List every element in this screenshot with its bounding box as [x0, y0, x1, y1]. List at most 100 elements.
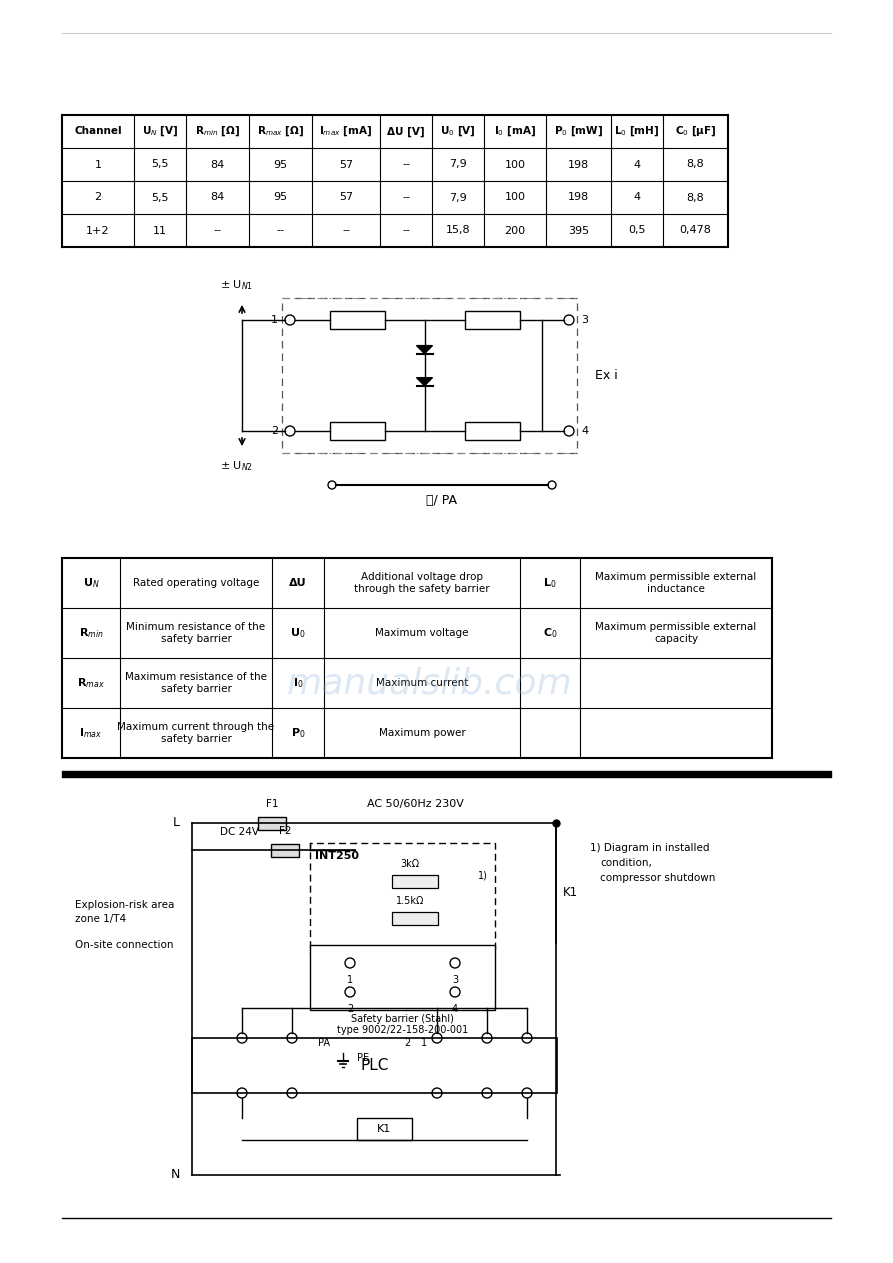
Bar	[464, 311, 520, 328]
Text: 4: 4	[452, 1004, 458, 1014]
Text: C$_0$: C$_0$	[543, 626, 557, 640]
Text: 5,5: 5,5	[151, 192, 169, 202]
Text: ΔU: ΔU	[289, 578, 307, 589]
Text: U$_N$ [V]: U$_N$ [V]	[142, 125, 179, 138]
Text: 2: 2	[404, 1038, 410, 1048]
Text: 100: 100	[505, 159, 525, 169]
Text: 84: 84	[211, 159, 225, 169]
Text: Maximum resistance of the
safety barrier: Maximum resistance of the safety barrier	[125, 672, 267, 693]
Text: --: --	[402, 192, 410, 202]
Text: U$_0$ [V]: U$_0$ [V]	[440, 125, 476, 138]
Text: N: N	[171, 1168, 180, 1181]
Text: 95: 95	[273, 159, 288, 169]
Text: 15,8: 15,8	[446, 226, 471, 235]
Text: PE: PE	[357, 1053, 369, 1063]
Text: R$_{max}$ [Ω]: R$_{max}$ [Ω]	[257, 125, 305, 138]
Text: 0,5: 0,5	[629, 226, 646, 235]
Text: 2: 2	[95, 192, 102, 202]
Bar	[258, 816, 286, 830]
Bar	[464, 422, 520, 440]
Text: Safety barrier (Stahl): Safety barrier (Stahl)	[351, 1014, 454, 1024]
Text: Maximum permissible external
inductance: Maximum permissible external inductance	[596, 572, 756, 594]
Bar	[271, 844, 299, 856]
Bar	[192, 1038, 557, 1092]
Text: ΔU [V]: ΔU [V]	[388, 126, 425, 136]
Text: compressor shutdown: compressor shutdown	[600, 873, 715, 883]
Text: 1): 1)	[478, 871, 488, 882]
Bar	[392, 874, 438, 888]
Text: 1) Diagram in installed: 1) Diagram in installed	[590, 842, 710, 853]
Text: 0,478: 0,478	[680, 226, 712, 235]
Text: L$_0$: L$_0$	[543, 576, 556, 590]
Text: --: --	[277, 226, 285, 235]
Bar	[392, 912, 438, 925]
Bar	[357, 1118, 412, 1140]
Text: 5,5: 5,5	[151, 159, 169, 169]
Text: 1.5kΩ: 1.5kΩ	[396, 895, 424, 906]
Text: 8,8: 8,8	[687, 192, 705, 202]
Text: PA: PA	[318, 1038, 330, 1048]
Bar	[310, 945, 495, 1010]
Text: Additional voltage drop
through the safety barrier: Additional voltage drop through the safe…	[355, 572, 490, 594]
Text: manualslib.com: manualslib.com	[288, 666, 573, 700]
Text: 100: 100	[505, 192, 525, 202]
Text: 4: 4	[633, 159, 640, 169]
Text: 3kΩ: 3kΩ	[400, 859, 420, 869]
Text: zone 1/T4: zone 1/T4	[75, 914, 126, 925]
Text: 4: 4	[581, 426, 588, 436]
Text: P$_0$ [mW]: P$_0$ [mW]	[554, 125, 603, 138]
Bar	[330, 422, 385, 440]
Text: --: --	[342, 226, 350, 235]
Text: 95: 95	[273, 192, 288, 202]
Text: 2: 2	[271, 426, 278, 436]
Text: On-site connection: On-site connection	[75, 940, 173, 950]
Text: ± U$_{N1}$: ± U$_{N1}$	[221, 278, 254, 292]
Text: 1: 1	[271, 314, 278, 325]
Text: --: --	[402, 159, 410, 169]
Text: 198: 198	[568, 192, 589, 202]
Text: 198: 198	[568, 159, 589, 169]
Bar	[330, 311, 385, 328]
Text: R$_{min}$: R$_{min}$	[79, 626, 104, 640]
Text: 57: 57	[339, 192, 353, 202]
Polygon shape	[416, 346, 432, 354]
Text: L: L	[173, 816, 180, 830]
Text: 7,9: 7,9	[449, 192, 467, 202]
Text: Minimum resistance of the
safety barrier: Minimum resistance of the safety barrier	[127, 623, 265, 644]
Text: Maximum permissible external
capacity: Maximum permissible external capacity	[596, 623, 756, 644]
Text: INT250: INT250	[315, 851, 359, 861]
Text: I$_{max}$ [mA]: I$_{max}$ [mA]	[320, 125, 372, 138]
Text: 200: 200	[505, 226, 526, 235]
Text: Maximum current: Maximum current	[376, 678, 468, 688]
Text: 3: 3	[581, 314, 588, 325]
Text: ⏚/ PA: ⏚/ PA	[427, 495, 457, 508]
Text: 1: 1	[421, 1038, 427, 1048]
Text: 84: 84	[211, 192, 225, 202]
Text: 3: 3	[452, 975, 458, 985]
Text: R$_{max}$: R$_{max}$	[77, 676, 104, 690]
Text: 2: 2	[346, 1004, 353, 1014]
Text: R$_{min}$ [Ω]: R$_{min}$ [Ω]	[195, 125, 240, 138]
Text: Maximum voltage: Maximum voltage	[375, 628, 469, 638]
Text: 57: 57	[339, 159, 353, 169]
Text: I$_0$: I$_0$	[293, 676, 304, 690]
Text: P$_0$: P$_0$	[291, 726, 305, 740]
Bar	[282, 298, 577, 453]
Text: 8,8: 8,8	[687, 159, 705, 169]
Bar	[310, 842, 495, 954]
Text: ± U$_{N2}$: ± U$_{N2}$	[221, 458, 254, 472]
Text: 1: 1	[347, 975, 353, 985]
Text: PLC: PLC	[360, 1058, 388, 1074]
Text: I$_0$ [mA]: I$_0$ [mA]	[494, 125, 536, 138]
Text: condition,: condition,	[600, 858, 652, 868]
Text: 1: 1	[95, 159, 102, 169]
Text: AC 50/60Hz 230V: AC 50/60Hz 230V	[366, 799, 463, 810]
Text: K1: K1	[563, 887, 578, 899]
Text: DC 24V: DC 24V	[220, 827, 259, 837]
Text: --: --	[402, 226, 410, 235]
Text: 1+2: 1+2	[87, 226, 110, 235]
Text: I$_{max}$: I$_{max}$	[79, 726, 103, 740]
Text: Maximum current through the
safety barrier: Maximum current through the safety barri…	[118, 722, 274, 744]
Polygon shape	[416, 378, 432, 385]
Text: C$_0$ [µF]: C$_0$ [µF]	[675, 125, 716, 138]
